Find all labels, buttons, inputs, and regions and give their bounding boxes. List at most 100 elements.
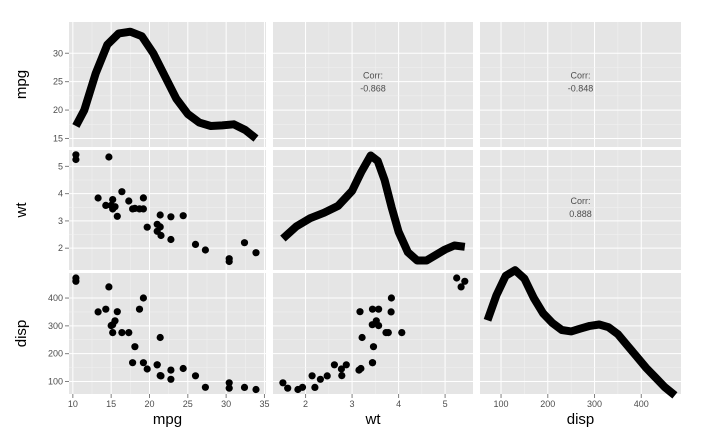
scatter-point (167, 366, 175, 374)
y-axis-title-mpg: mpg (13, 70, 30, 99)
y-tick-label: 5 (58, 161, 63, 171)
x-axis-title-mpg: mpg (153, 411, 182, 428)
scatter-point (387, 308, 395, 316)
panel-background (273, 273, 473, 394)
x-tick-label: 15 (106, 399, 116, 409)
scatter-point (323, 372, 331, 380)
panel-mpg-disp: Corr: -0.848 (480, 22, 681, 147)
scatter-point (342, 361, 350, 369)
y-axis-title-disp: disp (13, 320, 30, 348)
panel-disp-mpg (69, 273, 266, 394)
scatter-point (153, 361, 161, 369)
panel-background (480, 22, 681, 147)
panel-wt-mpg (69, 150, 266, 270)
x-axis-title-wt: wt (365, 411, 382, 428)
y-tick-label: 2 (58, 243, 63, 253)
scatter-point (118, 188, 126, 196)
y-tick-label: 3 (58, 216, 63, 226)
scatter-point (308, 372, 316, 380)
scatter-point (167, 375, 175, 383)
scatter-point (375, 322, 383, 330)
panel-wt-disp: Corr: 0.888 (480, 150, 681, 270)
scatter-point (338, 372, 346, 380)
scatter-point (179, 364, 187, 373)
scatter-point (105, 283, 113, 291)
scatter-point (311, 383, 319, 391)
y-tick-label: 300 (48, 321, 63, 331)
scatter-point (453, 274, 461, 282)
y-tick-label: 100 (48, 376, 63, 386)
scatter-point (125, 329, 133, 337)
scatter-point (113, 308, 121, 316)
panel-background (69, 150, 266, 270)
scatter-point (139, 359, 147, 367)
density-curve-disp (483, 266, 678, 399)
scatter-point (316, 375, 324, 383)
density-curve-wt (280, 151, 466, 265)
scatter-point (358, 333, 366, 342)
scatter-point (72, 151, 80, 159)
panel-background (69, 273, 266, 394)
correlation-label: Corr: (571, 71, 591, 81)
scatter-point (143, 365, 151, 373)
scatter-point (252, 385, 260, 394)
scatter-point (102, 305, 110, 313)
x-tick-label: 2 (303, 399, 308, 409)
scatter-point (240, 239, 249, 247)
x-axis-title-disp: disp (567, 411, 595, 428)
x-tick-label: 5 (443, 399, 448, 409)
y-tick-label: 25 (53, 77, 63, 87)
scatter-point (225, 257, 233, 266)
scatter-point (156, 333, 164, 342)
x-tick-label: 10 (68, 399, 78, 409)
scatter-point (337, 365, 345, 373)
scatter-point (135, 305, 144, 313)
scatter-point (191, 240, 200, 248)
scatter-point (107, 201, 115, 209)
scatter-point (129, 359, 137, 367)
scatter-point (139, 294, 147, 302)
scatter-point (94, 308, 102, 316)
scatter-point (105, 153, 113, 161)
x-tick-label: 4 (396, 399, 401, 409)
panel-disp-disp (480, 266, 681, 399)
scatter-point (368, 305, 377, 313)
scatter-point (387, 294, 395, 302)
scatter-point (398, 329, 406, 337)
panel-mpg-mpg (69, 22, 266, 147)
scatter-point (102, 201, 110, 209)
correlation-value: -0.848 (568, 84, 594, 94)
scatter-point (94, 194, 102, 202)
scatter-point (157, 231, 165, 240)
x-tick-label: 200 (540, 399, 555, 409)
scatter-point (375, 305, 383, 313)
panel-disp-wt (273, 273, 473, 394)
scatter-point (252, 249, 260, 257)
scatter-point (369, 343, 378, 351)
scatter-point (139, 205, 147, 213)
y-tick-label: 20 (53, 105, 63, 115)
scatter-point (368, 321, 376, 329)
y-tick-label: 200 (48, 349, 63, 359)
correlation-label: Corr: (571, 196, 591, 206)
density-curve-mpg (72, 27, 259, 142)
scatter-point (201, 246, 209, 254)
scatter-point (109, 329, 117, 337)
scatter-point (139, 194, 147, 202)
scatter-point (225, 379, 233, 387)
scatter-point (179, 212, 187, 220)
scatter-point (109, 196, 117, 204)
scatter-point (107, 322, 115, 330)
correlation-value: -0.868 (360, 84, 386, 94)
scatter-point (118, 329, 126, 337)
x-tick-label: 400 (634, 399, 649, 409)
scatter-point (156, 223, 164, 231)
y-tick-label: 400 (48, 293, 63, 303)
scatter-point (384, 329, 392, 337)
panel-wt-wt (273, 150, 473, 270)
x-tick-label: 3 (350, 399, 355, 409)
scatter-point (201, 383, 209, 391)
scatter-point (129, 205, 137, 213)
scatter-point (167, 235, 175, 244)
scatter-point (279, 379, 287, 387)
